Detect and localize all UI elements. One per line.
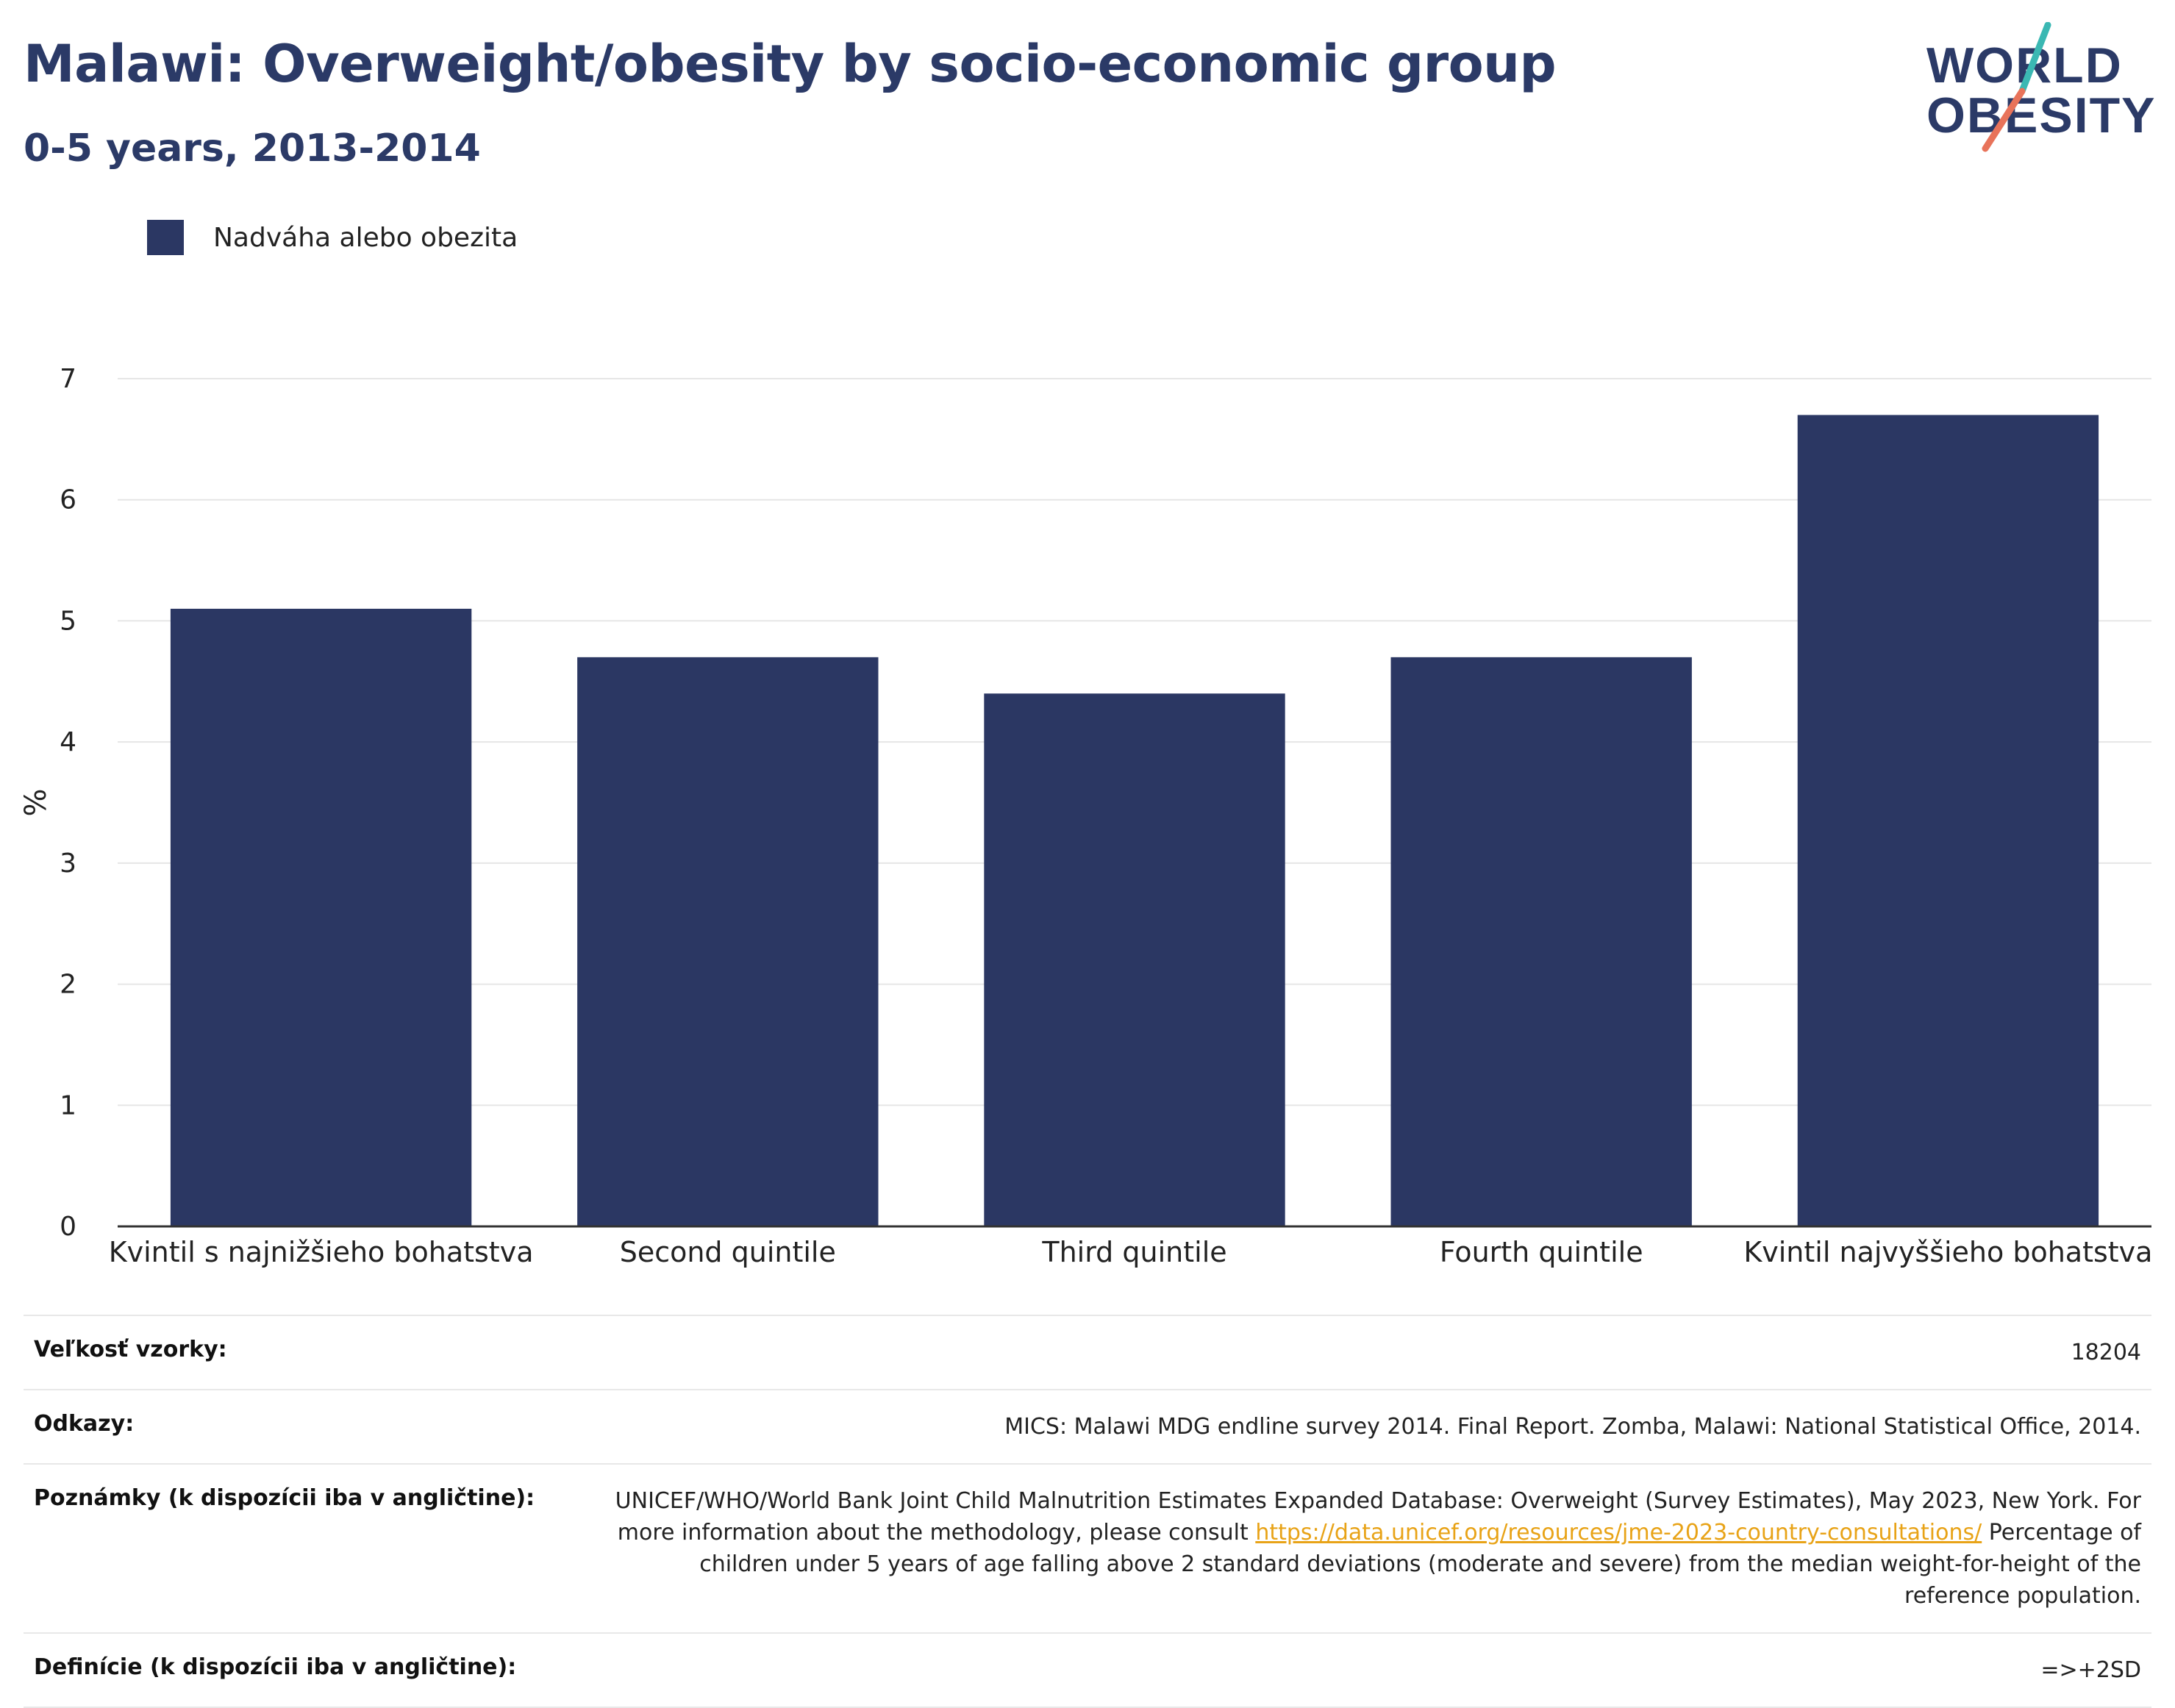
legend-label: Nadváha alebo obezita (213, 222, 518, 253)
logo-text-obesity: OBESITY (1926, 87, 2157, 143)
definitions-key: Definície (k dispozícii iba v angličtine… (34, 1654, 517, 1680)
chart-title: Malawi: Overweight/obesity by socio-econ… (24, 34, 1557, 94)
y-tick-label: 3 (60, 848, 76, 879)
meta-row-references: Odkazy: MICS: Malawi MDG endline survey … (24, 1389, 2151, 1463)
y-tick-label: 7 (60, 364, 76, 394)
y-tick-label: 1 (60, 1090, 76, 1121)
world-obesity-logo: WORLD OBESITY (1926, 22, 2157, 152)
y-tick-label: 0 (60, 1212, 76, 1242)
logo-slash-coral (1982, 87, 2026, 152)
bar (577, 657, 879, 1226)
references-value: MICS: Malawi MDG endline survey 2014. Fi… (1004, 1414, 2141, 1440)
meta-row-definitions: Definície (k dispozícii iba v angličtine… (24, 1632, 2151, 1708)
chart-legend: Nadváha alebo obezita (147, 218, 518, 257)
axes: 0 1 2 3 4 5 6 7 Kvintil s najnižšieho bohatstva S… (19, 364, 2152, 1268)
y-tick-label: 6 (60, 485, 76, 515)
sample-size-key: Veľkosť vzorky: (34, 1337, 227, 1362)
meta-row-sample-size: Veľkosť vzorky: 18204 (24, 1315, 2151, 1389)
logo-slash-teal (2018, 22, 2051, 95)
meta-row-notes: Poznámky (k dispozícii iba v angličtine)… (24, 1463, 2151, 1632)
references-key: Odkazy: (34, 1411, 135, 1437)
x-tick-label: Fourth quintile (1440, 1236, 1643, 1268)
bar-chart: 0 1 2 3 4 5 6 7 Kvintil s najnižšieho bohatstva S… (19, 364, 2152, 1268)
sample-size-value: 18204 (2071, 1340, 2141, 1365)
notes-text-after: Percentage of children under 5 years of … (699, 1520, 2141, 1609)
chart-subtitle: 0-5 years, 2013-2014 (24, 126, 481, 171)
x-tick-label: Third quintile (1041, 1236, 1226, 1268)
bars (170, 415, 2099, 1226)
bar (1797, 415, 2099, 1226)
bar (1390, 657, 1692, 1226)
bar (170, 608, 472, 1226)
legend-swatch (147, 220, 184, 255)
y-tick-label: 2 (60, 970, 76, 1000)
notes-value: UNICEF/WHO/World Bank Joint Child Malnut… (612, 1485, 2141, 1612)
y-axis-label: % (19, 788, 53, 816)
notes-key: Poznámky (k dispozícii iba v angličtine)… (34, 1485, 535, 1511)
x-tick-label: Second quintile (620, 1236, 836, 1268)
notes-link[interactable]: https://data.unicef.org/resources/jme-20… (1255, 1520, 1982, 1546)
y-tick-label: 5 (60, 606, 76, 636)
y-tick-label: 4 (60, 727, 76, 757)
bar (984, 693, 1285, 1226)
metadata-table: Veľkosť vzorky: 18204 Odkazy: MICS: Mala… (24, 1315, 2151, 1708)
x-tick-label: Kvintil najvyššieho bohatstva (1743, 1236, 2152, 1268)
definitions-value: =>+2SD (2040, 1657, 2141, 1683)
notes-text-before: UNICEF/WHO/World Bank Joint Child Malnut… (615, 1488, 2141, 1546)
x-tick-label: Kvintil s najnižšieho bohatstva (109, 1236, 534, 1268)
